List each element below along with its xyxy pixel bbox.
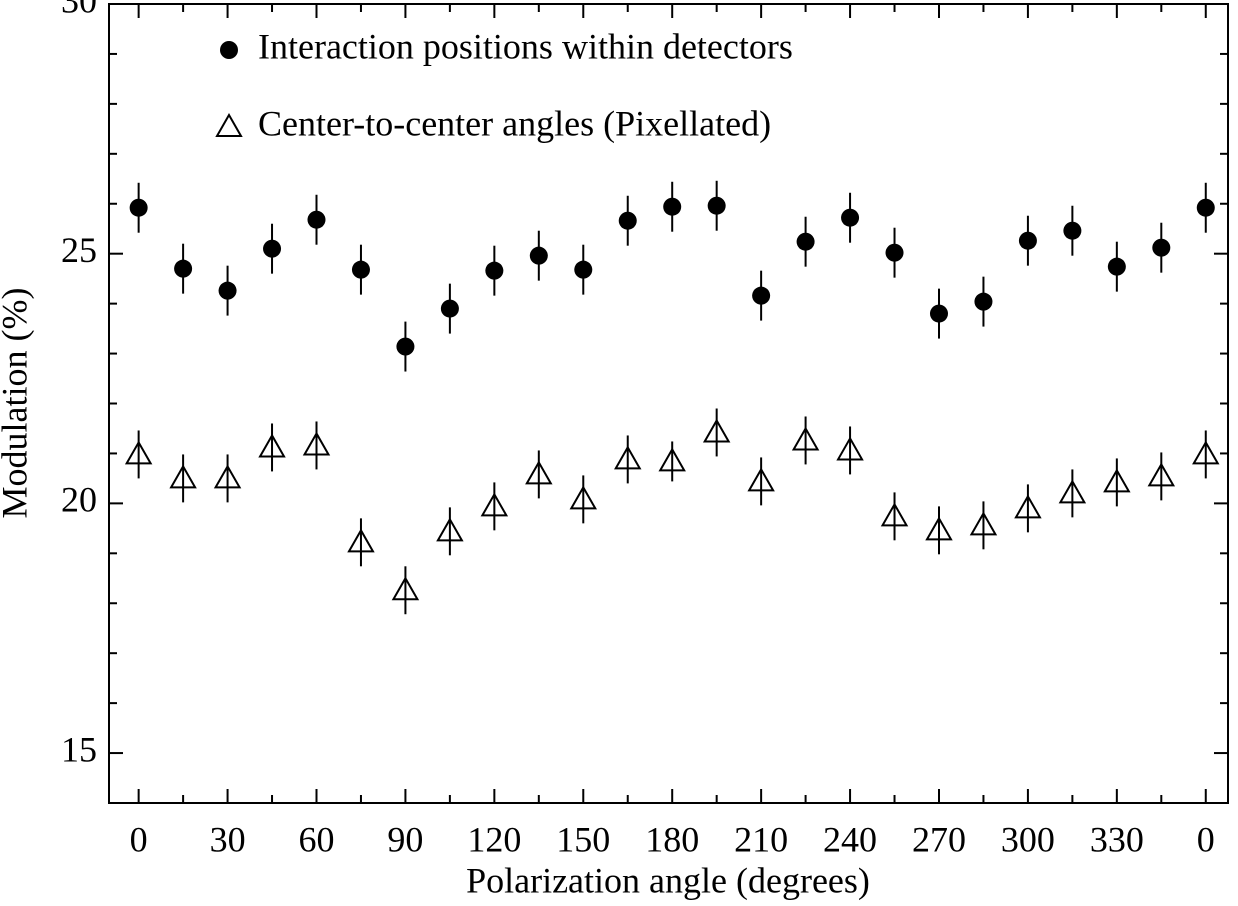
x-tick-label: 60 <box>298 819 334 859</box>
triangle-marker <box>124 440 153 465</box>
circle-marker <box>174 259 193 278</box>
x-tick-label: 300 <box>1001 819 1055 859</box>
x-tick-label: 150 <box>556 819 610 859</box>
y-tick-label: 30 <box>61 0 97 20</box>
y-tick-label: 25 <box>61 230 97 270</box>
circle-marker <box>307 210 326 229</box>
x-tick-label: 0 <box>130 819 148 859</box>
triangle-marker <box>525 460 553 485</box>
circle-marker <box>351 260 370 279</box>
circle-marker <box>1063 221 1082 240</box>
x-tick-label: 240 <box>823 819 877 859</box>
circle-marker <box>885 243 904 262</box>
triangle-marker <box>880 502 909 527</box>
circle-marker <box>129 198 148 217</box>
x-tick-label: 0 <box>1197 819 1215 859</box>
circle-marker <box>796 232 815 251</box>
triangle-marker <box>258 433 286 458</box>
triangle-marker <box>969 511 998 536</box>
triangle-marker <box>1103 468 1131 493</box>
circle-marker <box>663 197 682 216</box>
circle-marker <box>707 196 726 215</box>
triangle-marker <box>1147 462 1176 487</box>
circle-marker <box>218 281 237 300</box>
x-tick-label: 90 <box>387 819 423 859</box>
circle-marker <box>220 41 238 59</box>
circle-marker <box>1018 231 1037 250</box>
circle-marker <box>485 261 504 280</box>
y-axis-label: Modulation (%) <box>0 288 34 519</box>
triangle-marker <box>614 445 642 470</box>
triangle-marker <box>1058 479 1087 504</box>
circle-marker <box>396 337 415 356</box>
triangle-marker <box>791 426 820 451</box>
triangle-marker <box>213 464 242 489</box>
x-tick-label: 120 <box>467 819 521 859</box>
circle-marker <box>752 286 771 305</box>
triangle-marker <box>569 485 598 510</box>
triangle-marker <box>1192 440 1220 465</box>
x-tick-label: 180 <box>645 819 699 859</box>
circle-marker <box>929 304 948 323</box>
x-tick-label: 30 <box>210 819 246 859</box>
triangle-marker <box>215 112 243 137</box>
legend-label: Center-to-center angles (Pixellated) <box>258 103 771 143</box>
triangle-marker <box>302 431 331 456</box>
circle-marker <box>1107 257 1126 276</box>
circle-marker <box>1152 238 1171 257</box>
x-tick-label: 270 <box>912 819 966 859</box>
legend-label: Interaction positions within detectors <box>258 26 793 66</box>
triangle-marker <box>347 528 375 553</box>
triangle-marker <box>658 447 686 472</box>
triangle-marker <box>391 576 420 601</box>
x-tick-label: 330 <box>1090 819 1144 859</box>
triangle-marker <box>925 516 953 541</box>
circle-marker <box>841 208 860 227</box>
x-axis-label: Polarization angle (degrees) <box>466 860 870 900</box>
circle-marker <box>574 260 593 279</box>
circle-marker <box>440 299 459 318</box>
triangle-marker <box>747 467 775 492</box>
circle-marker <box>1196 198 1215 217</box>
circle-marker <box>974 292 993 311</box>
circle-marker <box>263 239 282 258</box>
triangle-marker <box>480 492 509 517</box>
triangle-marker <box>436 517 464 542</box>
triangle-marker <box>169 464 197 489</box>
y-tick-label: 20 <box>61 480 97 520</box>
triangle-marker <box>1014 494 1042 519</box>
circle-marker <box>618 211 637 230</box>
triangle-marker <box>702 418 731 443</box>
y-tick-label: 15 <box>61 729 97 769</box>
x-tick-label: 210 <box>734 819 788 859</box>
circle-marker <box>529 246 548 265</box>
triangle-marker <box>836 436 864 461</box>
